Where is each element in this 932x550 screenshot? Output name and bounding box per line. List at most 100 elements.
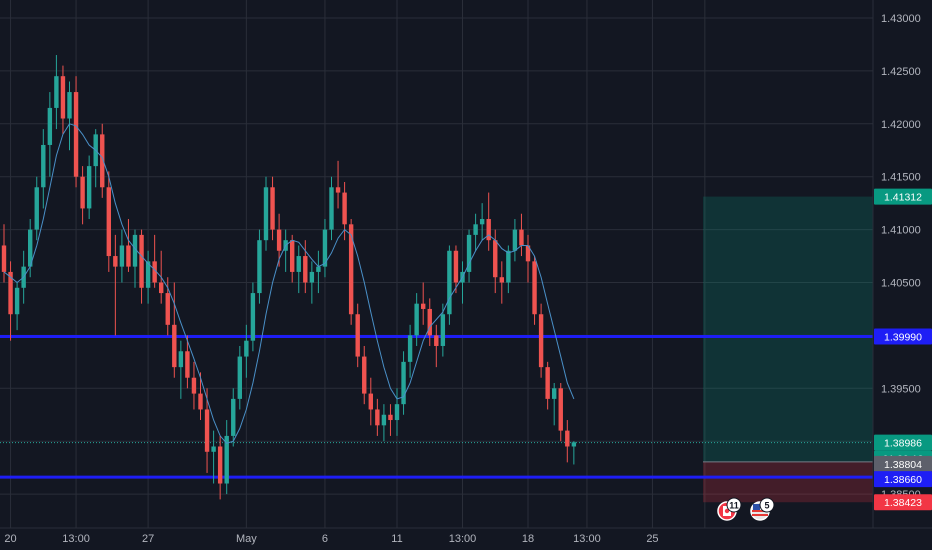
candle-body [113, 256, 118, 267]
candle-body [453, 250, 459, 283]
candle-body [479, 219, 485, 225]
candle-body [519, 229, 524, 246]
candle-body [303, 256, 308, 283]
candle-body [499, 277, 504, 283]
candle-body [159, 282, 164, 294]
candle-body [421, 303, 426, 309]
last-price-tag: 1.38986 [884, 438, 922, 450]
time-tick-label: 13:00 [449, 533, 477, 545]
price-tags: 1.413121.399901.3898601:39:131.388041.38… [874, 188, 932, 511]
candle-body [276, 229, 282, 251]
candle-body [237, 356, 242, 399]
time-axis[interactable]: 20 13:00 27 May 6 11 13:00 18 13:00 25 [4, 533, 658, 545]
entry-price-tag-bg [874, 455, 932, 472]
candle-body [80, 176, 85, 209]
candle-body [244, 340, 249, 357]
candle-body [552, 388, 557, 399]
candle-body [132, 234, 138, 267]
candle-body [198, 393, 203, 410]
event-count: 11 [729, 501, 739, 511]
candle-body [250, 293, 256, 341]
candle-body [414, 303, 419, 336]
candle-body [54, 76, 59, 108]
candle-body [506, 250, 511, 283]
time-tick-label: 18 [522, 533, 534, 545]
candle-body [407, 335, 413, 362]
stop-price-tag-bg [874, 494, 932, 511]
candle-body [191, 377, 197, 394]
candle-body [512, 229, 518, 251]
candle-body [355, 314, 360, 357]
candle-body [73, 92, 79, 177]
candle-body [381, 414, 387, 426]
candle-body [231, 398, 236, 436]
flag-stripe [752, 510, 768, 512]
price-tick-label: 1.41500 [881, 172, 921, 184]
candle-body [270, 187, 275, 230]
time-tick-label: 27 [142, 533, 154, 545]
time-tick-label: May [236, 533, 257, 545]
candle-body [8, 271, 13, 315]
candle-body [427, 308, 432, 336]
candle-body [486, 219, 491, 241]
candle-body [126, 245, 131, 267]
candle-body [172, 324, 177, 368]
time-tick-label: 13:00 [573, 533, 601, 545]
candle-body [152, 261, 157, 283]
candle-body [204, 409, 210, 452]
candle-body [1, 245, 7, 272]
candle-body [165, 293, 170, 325]
time-tick-label: 20 [4, 533, 16, 545]
candle-body [447, 250, 452, 315]
stop-price-tag: 1.38423 [884, 497, 922, 509]
position-profit-zone[interactable] [703, 196, 873, 462]
candle-body [493, 240, 498, 278]
entry-price-tag: 1.38804 [884, 459, 922, 471]
candle-body [119, 245, 125, 267]
event-marker-us[interactable]: 5 [750, 497, 775, 521]
event-marker-ca[interactable]: 11 [717, 497, 742, 521]
candle-body [211, 446, 216, 452]
moving-average-line [3, 123, 575, 444]
level-price-tag-2: 1.38660 [884, 474, 922, 486]
candle-body [466, 234, 472, 272]
candle-body [145, 261, 151, 288]
price-tick-label: 1.40500 [881, 278, 921, 290]
candle-body [440, 314, 446, 346]
candle-body [185, 351, 190, 378]
candle-body [296, 256, 301, 272]
candle-body [60, 76, 66, 119]
event-count: 5 [764, 501, 769, 511]
maple-dot [724, 508, 730, 514]
candle-body [368, 393, 373, 410]
candle-body [316, 266, 321, 272]
flag-canton [753, 504, 760, 510]
economic-events[interactable]: 11 5 [717, 497, 775, 521]
candle-body [348, 224, 354, 315]
candle-body [434, 335, 439, 346]
event-count-badge [726, 497, 742, 513]
candle-body [100, 134, 105, 188]
candle-body [558, 388, 563, 431]
target-price-tag: 1.41312 [884, 192, 922, 204]
candle-body [28, 229, 33, 267]
candle-body [335, 187, 341, 193]
candle-body [290, 240, 295, 272]
position-loss-zone[interactable] [703, 461, 873, 503]
candle-body [545, 367, 550, 399]
candle-body [86, 166, 92, 209]
level-price-tag-2-bg [874, 471, 932, 488]
candle-body [375, 409, 380, 426]
flag-stripe [752, 514, 768, 516]
candle-body [342, 192, 347, 225]
time-tick-label: 13:00 [62, 533, 90, 545]
candle-body [565, 430, 570, 447]
long-position-tool[interactable] [0, 196, 873, 503]
time-tick-label: 25 [646, 533, 658, 545]
candle-body [178, 351, 184, 368]
candle-body [309, 271, 315, 283]
candle-body [532, 261, 537, 315]
price-tick-label: 1.42000 [881, 119, 921, 131]
candle-body [263, 187, 269, 241]
